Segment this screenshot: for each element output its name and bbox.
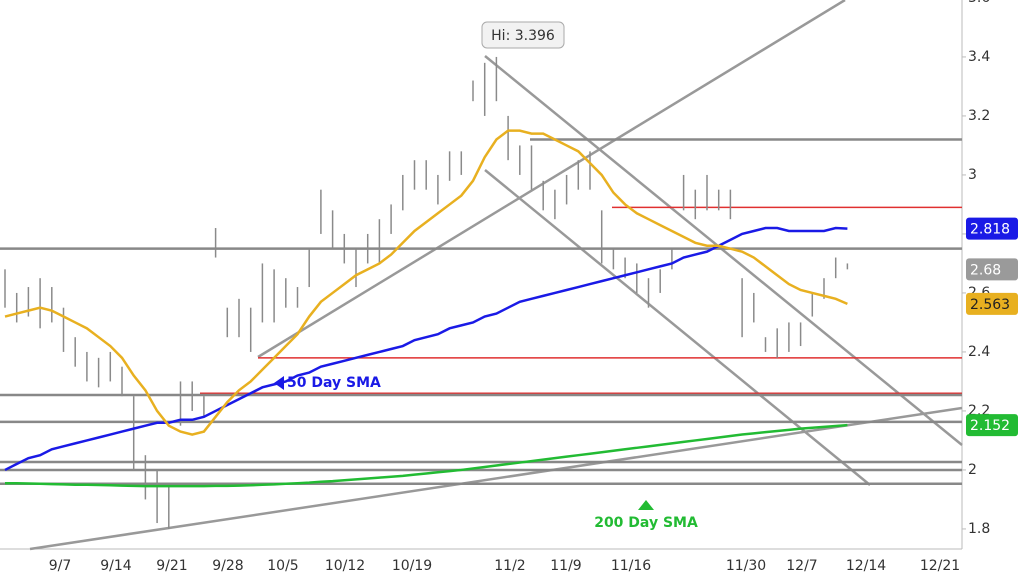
x-tick-label: 12/7 [786, 558, 817, 574]
value-badge [966, 258, 1018, 281]
annotation-box [481, 21, 565, 49]
sma-label: 200 Day SMA [594, 515, 698, 531]
trend-line [257, 0, 846, 359]
sma-line [4, 129, 848, 436]
y-tick-label: 2 [968, 462, 977, 478]
x-tick-label: 9/28 [212, 558, 243, 574]
x-tick-label: 12/21 [920, 558, 960, 574]
sma-line [4, 226, 848, 472]
y-tick-label: 2.4 [968, 344, 990, 360]
x-tick-label: 11/30 [726, 558, 766, 574]
value-badge [966, 292, 1018, 315]
x-tick-label: 9/14 [100, 558, 132, 574]
x-tick-label: 12/14 [846, 558, 886, 574]
value-badge-label: 2.152 [970, 418, 1010, 434]
y-tick-label: 1.8 [968, 521, 990, 537]
y-tick-label: 3.6 [968, 0, 990, 6]
annotation: Hi: 3.396 [491, 28, 555, 44]
value-badge-label: 2.818 [970, 222, 1010, 238]
sma-arrow [274, 376, 284, 390]
x-tick-label: 10/12 [325, 558, 365, 574]
y-tick-label: 3 [968, 167, 977, 183]
sma-label: 50 Day SMA [287, 375, 381, 391]
x-tick-label: 11/2 [494, 558, 525, 574]
y-tick-label: 3.2 [968, 108, 990, 124]
x-tick-label: 10/5 [267, 558, 298, 574]
sma-line [5, 423, 848, 488]
plot-area [0, 0, 962, 549]
x-tick-label: 10/19 [392, 558, 432, 574]
sma-arrow [638, 500, 654, 510]
x-tick-label: 11/16 [611, 558, 651, 574]
x-tick-label: 9/21 [156, 558, 187, 574]
trend-lines [29, 0, 963, 551]
value-badge-label: 2.563 [970, 297, 1010, 313]
value-badge-label: 2.68 [970, 262, 1001, 278]
value-badge [966, 217, 1018, 240]
value-badge [966, 414, 1018, 437]
y-tick-label: 3.4 [968, 49, 990, 65]
x-tick-label: 11/9 [550, 558, 581, 574]
trend-line [29, 406, 963, 551]
trend-line [484, 55, 963, 446]
x-tick-label: 9/7 [49, 558, 72, 574]
